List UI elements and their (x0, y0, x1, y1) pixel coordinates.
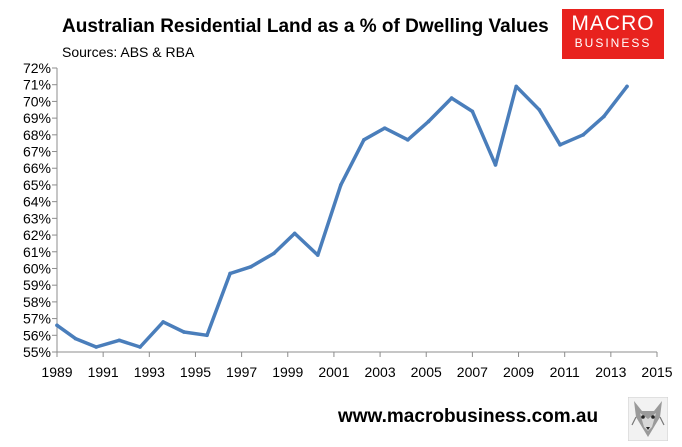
y-tick-label: 55% (23, 344, 51, 360)
x-tick-label: 2001 (318, 364, 349, 380)
y-tick-label: 65% (23, 177, 51, 193)
data-point (205, 333, 209, 338)
data-point (449, 96, 454, 100)
data-point (182, 330, 186, 334)
macrobusiness-logo: MACRO BUSINESS (562, 9, 664, 59)
data-point (138, 345, 142, 349)
logo-line-2: BUSINESS (574, 36, 652, 50)
x-axis-ticks (56, 352, 658, 357)
data-point (426, 119, 431, 124)
data-point (249, 265, 253, 269)
y-tick-label: 71% (23, 77, 51, 93)
x-axis-labels: 1989 1991 1993 1995 1997 1999 2001 2003 2005 2007… (41, 364, 672, 380)
data-point (405, 138, 410, 142)
y-tick-label: 68% (23, 127, 51, 143)
y-tick-label: 70% (23, 93, 51, 109)
logo-line-1: MACRO (571, 12, 655, 35)
y-tick-label: 58% (23, 294, 51, 310)
data-point (292, 231, 297, 236)
data-point (228, 271, 232, 276)
x-tick-label: 2007 (457, 364, 488, 380)
x-tick-label: 1995 (180, 364, 211, 380)
x-tick-label: 2005 (411, 364, 442, 380)
data-point (581, 133, 585, 137)
x-tick-label: 1999 (272, 364, 303, 380)
y-tick-label: 69% (23, 110, 51, 126)
data-point (470, 109, 475, 114)
data-point (537, 107, 542, 112)
series-line (55, 84, 629, 349)
x-tick-label: 1997 (226, 364, 257, 380)
y-tick-label: 63% (23, 210, 51, 226)
data-point (382, 126, 387, 130)
y-tick-label: 66% (23, 160, 51, 176)
chart-title: Australian Residential Land as a % of Dw… (62, 16, 549, 37)
data-point (602, 114, 606, 119)
y-tick-label: 60% (23, 260, 51, 276)
y-tick-label: 67% (23, 144, 51, 160)
x-tick-label: 2009 (503, 364, 534, 380)
y-axis-ticks (52, 67, 57, 353)
x-tick-label: 1989 (41, 364, 72, 380)
chart-subtitle: Sources: ABS & RBA (62, 44, 195, 60)
y-tick-label: 62% (23, 227, 51, 243)
y-tick-label: 64% (23, 194, 51, 210)
y-tick-label: 72% (23, 60, 51, 76)
wolf-icon (628, 397, 668, 441)
data-point (55, 323, 59, 328)
data-point (493, 163, 498, 167)
x-tick-label: 2011 (550, 364, 580, 380)
data-point (94, 345, 99, 349)
data-point (272, 251, 276, 256)
x-tick-label: 2013 (595, 364, 626, 380)
series-points (55, 84, 629, 349)
x-tick-label: 2003 (364, 364, 395, 380)
website-url: www.macrobusiness.com.au (338, 406, 599, 427)
data-point (514, 84, 519, 89)
y-tick-label: 57% (23, 311, 51, 327)
data-point (117, 338, 122, 343)
data-point (625, 84, 629, 89)
y-tick-label: 59% (23, 277, 51, 293)
x-tick-label: 1991 (88, 364, 119, 380)
y-axis-labels: 55%56%57%58%59%60%61%62%63%64%65%66%67%6… (23, 60, 51, 360)
y-tick-label: 56% (23, 327, 51, 343)
x-tick-label: 2015 (641, 364, 672, 380)
data-point (161, 320, 165, 324)
data-point (339, 183, 343, 187)
x-tick-label: 1993 (134, 364, 165, 380)
data-point (73, 336, 78, 341)
y-tick-label: 61% (23, 244, 51, 260)
data-point (558, 143, 562, 147)
data-point (315, 253, 320, 257)
data-point (362, 138, 366, 142)
